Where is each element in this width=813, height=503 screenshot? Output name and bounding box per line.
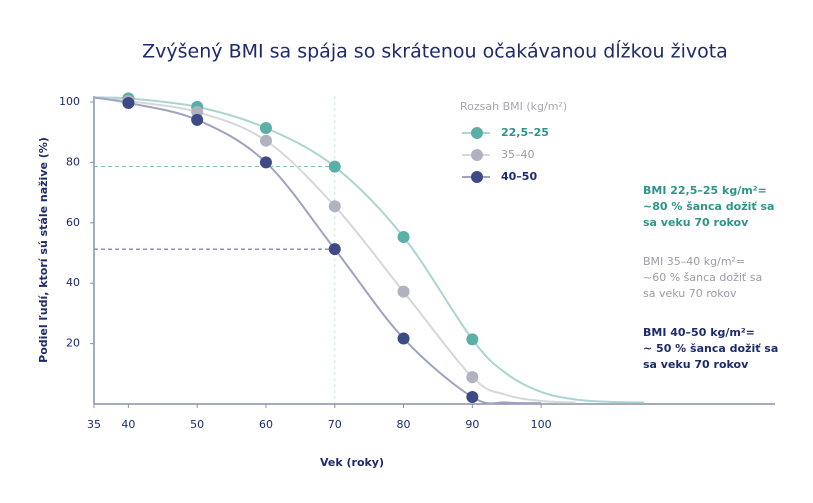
annotation: ~ 50 % šanca dožiť sa [643, 342, 778, 355]
annotation: sa veku 70 rokov [643, 358, 749, 371]
annotation: BMI 22,5–25 kg/m²= [643, 184, 767, 197]
line [93, 96, 576, 404]
annotation: sa veku 70 rokov [643, 287, 737, 300]
x-tick-label: 90 [465, 418, 479, 431]
annotation: BMI 35–40 kg/m²= [643, 255, 745, 268]
marker [397, 231, 410, 244]
x-tick-label: 70 [328, 418, 342, 431]
annotation: ~80 % šanca dožiť sa [643, 200, 774, 213]
marker [259, 134, 272, 147]
marker [122, 96, 135, 109]
x-tick-label: 35 [87, 418, 101, 431]
line [93, 96, 645, 404]
legend-label: 22,5–25 [501, 126, 549, 139]
marker [466, 333, 479, 346]
legend-label: 35–40 [501, 148, 535, 161]
x-tick-label: 60 [259, 418, 273, 431]
y-tick-label: 60 [66, 216, 80, 229]
x-tick-label: 50 [190, 418, 204, 431]
marker [191, 113, 204, 126]
annotation: BMI 40–50 kg/m²= [643, 326, 755, 339]
marker [397, 285, 410, 298]
legend-marker [471, 171, 483, 183]
annotation: sa veku 70 rokov [643, 216, 749, 229]
y-tick-label: 20 [66, 337, 80, 350]
x-tick-label: 100 [531, 418, 552, 431]
y-axis-label: Podiel ľudí, ktorí sú stále nažive (%) [37, 137, 50, 363]
annotation: ~60 % šanca dožiť sa [643, 271, 762, 284]
x-axis-label: Vek (roky) [320, 456, 384, 469]
x-tick-label: 40 [121, 418, 135, 431]
y-tick-label: 100 [59, 95, 80, 108]
marker [259, 122, 272, 135]
marker [259, 156, 272, 169]
marker [466, 371, 479, 384]
y-tick-label: 80 [66, 155, 80, 168]
x-tick-label: 80 [397, 418, 411, 431]
marker [328, 200, 341, 213]
legend-title: Rozsah BMI (kg/m²) [460, 100, 567, 113]
legend-marker [471, 149, 483, 161]
marker [328, 160, 341, 173]
marker [466, 391, 479, 404]
y-tick-label: 40 [66, 276, 80, 289]
legend-marker [471, 127, 483, 139]
line [93, 96, 542, 405]
marker [397, 332, 410, 345]
marker [328, 243, 341, 256]
legend-label: 40–50 [501, 170, 537, 183]
chart-title: Zvýšený BMI sa spája so skrátenou očakáv… [142, 40, 728, 63]
